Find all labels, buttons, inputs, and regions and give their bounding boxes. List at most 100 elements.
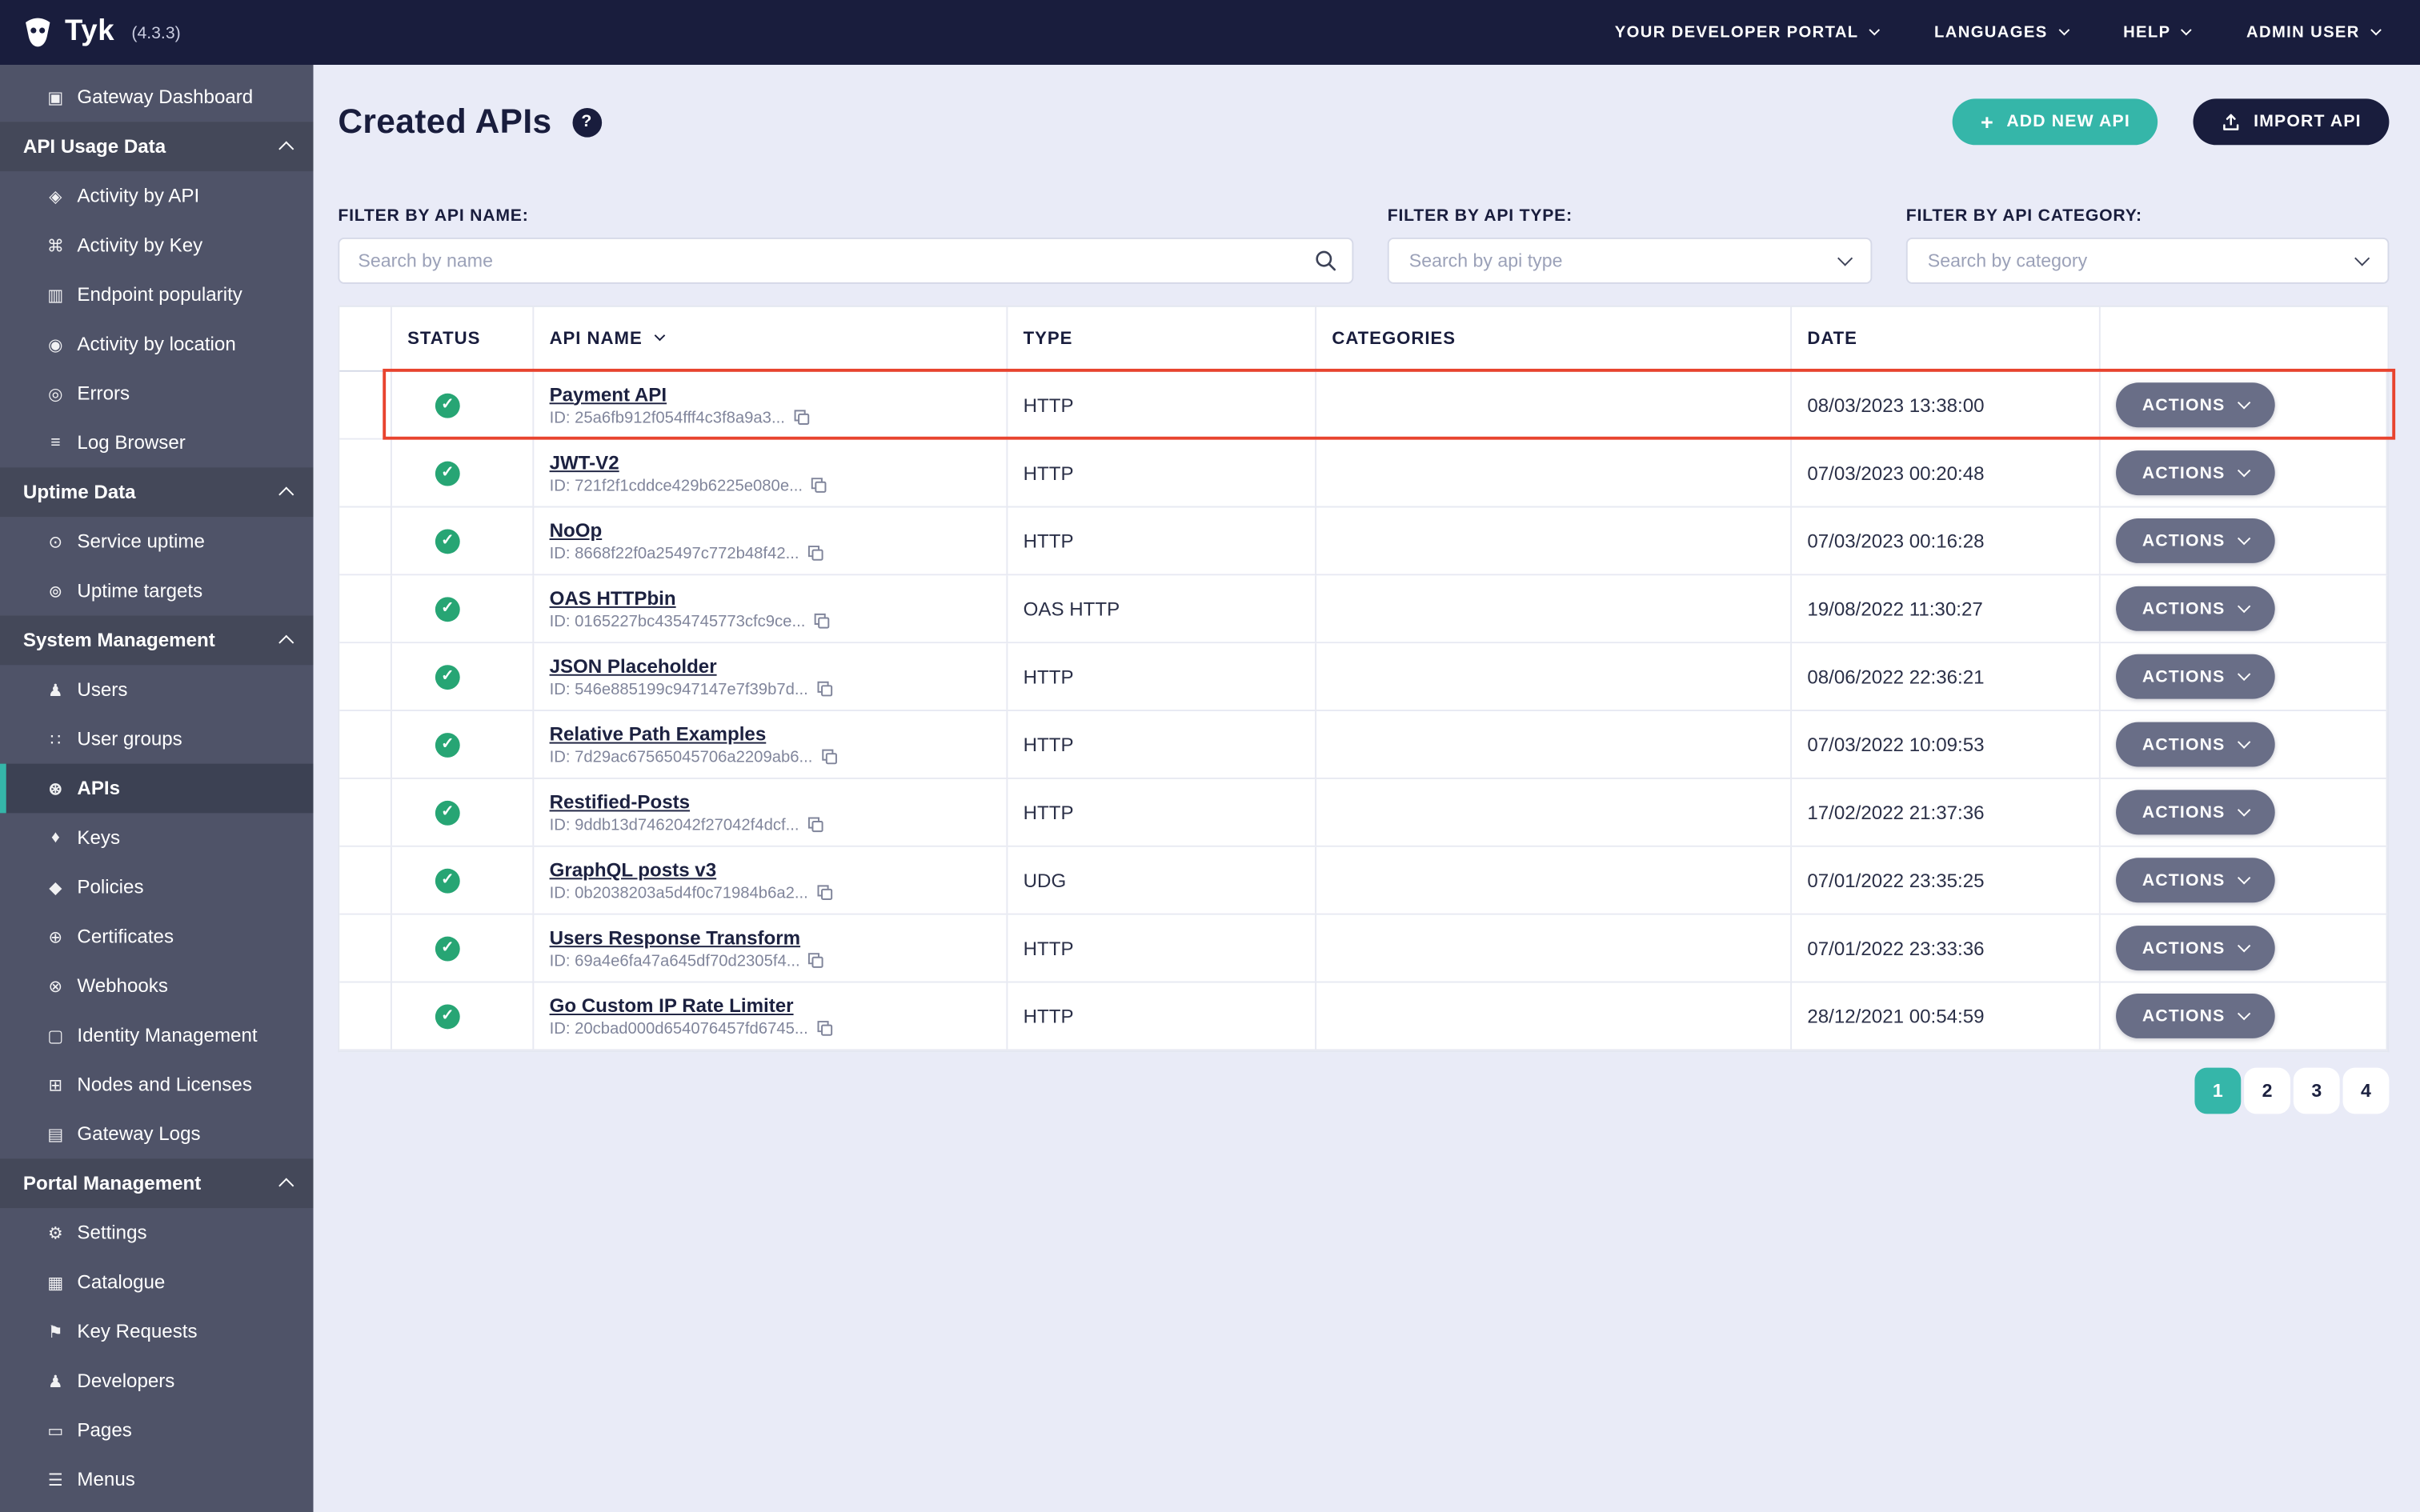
sidebar-item-gateway-logs[interactable]: ▤ Gateway Logs (0, 1110, 313, 1159)
nav-your-developer-portal[interactable]: YOUR DEVELOPER PORTAL (1615, 23, 1881, 42)
sidebar-section-system-management[interactable]: System Management (0, 615, 314, 666)
api-name-link[interactable]: OAS HTTPbin (549, 586, 676, 609)
sidebar-item-user-groups[interactable]: ∷ User groups (0, 714, 313, 764)
sidebar-item-users[interactable]: ♟ Users (0, 665, 313, 714)
api-type-select[interactable]: Search by api type (1387, 238, 1873, 284)
sidebar-item-menus[interactable]: ☰ Menus (0, 1455, 313, 1505)
copy-icon[interactable] (807, 952, 824, 969)
target-icon: ◎ (48, 385, 63, 404)
sidebar-item-service-uptime[interactable]: ⊙ Service uptime (0, 517, 313, 566)
sidebar-item-activity-by-location[interactable]: ◉ Activity by location (0, 319, 313, 369)
api-name-link[interactable]: Restified-Posts (549, 790, 691, 813)
sidebar-item-nodes-and-licenses[interactable]: ⊞ Nodes and Licenses (0, 1060, 313, 1110)
sidebar-item-label: Menus (77, 1468, 135, 1490)
sidebar-section-uptime-data[interactable]: Uptime Data (0, 467, 314, 518)
page-button-2[interactable]: 2 (2244, 1067, 2290, 1114)
sidebar-item-label: Nodes and Licenses (77, 1074, 252, 1096)
copy-icon[interactable] (815, 1020, 832, 1037)
search-by-name-input[interactable] (338, 238, 1354, 284)
copy-icon[interactable] (813, 613, 830, 630)
sidebar-item-webhooks[interactable]: ⊗ Webhooks (0, 962, 313, 1011)
api-category-select[interactable]: Search by category (1905, 238, 2390, 284)
sidebar-item-label: Portal Management (22, 1172, 202, 1194)
sidebar-item-pages[interactable]: ▭ Pages (0, 1406, 313, 1455)
sidebar-item-identity-management[interactable]: ▢ Identity Management (0, 1010, 313, 1060)
col-categories: CATEGORIES (1316, 306, 1793, 370)
copy-icon[interactable] (792, 409, 809, 426)
actions-button[interactable]: ACTIONS (2116, 382, 2275, 428)
row-actions-cell: ACTIONS (2101, 914, 2388, 982)
page-button-4[interactable]: 4 (2342, 1067, 2390, 1114)
row-spacer-cell (339, 982, 392, 1050)
actions-button[interactable]: ACTIONS (2116, 858, 2275, 903)
status-active-icon: ✓ (435, 392, 460, 418)
sidebar-section-api-usage-data[interactable]: API Usage Data (0, 122, 314, 172)
sidebar-item-keys[interactable]: ♦ Keys (0, 813, 313, 862)
api-id-text: ID: 8668f22f0a25497c772b48f42... (549, 543, 799, 562)
actions-button[interactable]: ACTIONS (2116, 518, 2275, 563)
sidebar-item-policies[interactable]: ◆ Policies (0, 862, 313, 912)
api-date-cell: 17/02/2022 21:37:36 (1792, 778, 2101, 846)
actions-button[interactable]: ACTIONS (2116, 722, 2275, 767)
col-api-name[interactable]: API NAME (534, 306, 1008, 370)
tyk-logo[interactable]: Tyk (4.3.3) (22, 15, 181, 49)
nav-languages[interactable]: LANGUAGES (1934, 23, 2069, 42)
api-name-link[interactable]: Users Response Transform (549, 926, 801, 949)
nodes-icon: ⊞ (48, 1076, 63, 1095)
key-icon: ⌘ (46, 237, 65, 256)
copy-icon[interactable] (811, 477, 827, 494)
sidebar-item-activity-by-api[interactable]: ◈ Activity by API (0, 171, 313, 221)
sidebar-section-portal-management[interactable]: Portal Management (0, 1158, 314, 1209)
copy-icon[interactable] (820, 748, 837, 765)
api-name-link[interactable]: Payment API (549, 383, 667, 406)
api-name-link[interactable]: GraphQL posts v3 (549, 858, 717, 881)
sidebar-item-key-requests[interactable]: ⚑ Key Requests (0, 1306, 313, 1356)
chevron-down-icon (2237, 463, 2250, 477)
status-active-icon: ✓ (435, 732, 460, 757)
sidebar-item-apis[interactable]: ⊛ APIs (0, 763, 314, 814)
sidebar-item-activity-by-key[interactable]: ⌘ Activity by Key (0, 221, 313, 270)
api-name-link[interactable]: NoOp (549, 518, 603, 541)
nav-help[interactable]: HELP (2123, 23, 2193, 42)
sidebar-item-gateway-dashboard[interactable]: ▣ Gateway Dashboard (0, 73, 313, 122)
sidebar-item-developers[interactable]: ♟ Developers (0, 1356, 313, 1406)
api-categories-cell (1316, 371, 1793, 438)
api-id-text: ID: 721f2f1cddce429b6225e080e... (549, 475, 803, 495)
actions-button[interactable]: ACTIONS (2116, 926, 2275, 971)
actions-button[interactable]: ACTIONS (2116, 994, 2275, 1038)
page-button-3[interactable]: 3 (2293, 1067, 2340, 1114)
copy-icon[interactable] (807, 816, 823, 833)
api-row-restified-posts: ✓ Restified-Posts ID: 9ddb13d7462042f270… (339, 778, 2388, 847)
copy-icon[interactable] (815, 884, 832, 901)
actions-button[interactable]: ACTIONS (2116, 654, 2275, 699)
row-status-cell: ✓ (392, 371, 535, 438)
sidebar-item-endpoint-popularity[interactable]: ▥ Endpoint popularity (0, 270, 313, 320)
import-api-button[interactable]: IMPORT API (2193, 98, 2390, 146)
row-name-cell: Users Response Transform ID: 69a4e6fa47a… (534, 914, 1008, 982)
api-name-link[interactable]: Go Custom IP Rate Limiter (549, 994, 794, 1016)
row-actions-cell: ACTIONS (2101, 439, 2388, 506)
sidebar-item-log-browser[interactable]: ≡ Log Browser (0, 418, 313, 468)
sidebar-item-label: Uptime Data (22, 481, 136, 503)
copy-icon[interactable] (807, 545, 823, 562)
sidebar-item-settings[interactable]: ⚙ Settings (0, 1208, 313, 1258)
key-requests-icon: ⚑ (47, 1322, 63, 1342)
api-name-link[interactable]: Relative Path Examples (549, 722, 767, 745)
actions-button[interactable]: ACTIONS (2116, 586, 2275, 631)
nav-admin-user[interactable]: ADMIN USER (2246, 23, 2382, 42)
sidebar-item-catalogue[interactable]: ▦ Catalogue (0, 1258, 313, 1307)
sidebar-item-label: Key Requests (77, 1320, 198, 1342)
sidebar-item-certificates[interactable]: ⊕ Certificates (0, 912, 313, 962)
actions-button[interactable]: ACTIONS (2116, 450, 2275, 496)
copy-icon[interactable] (815, 680, 832, 697)
add-new-api-button[interactable]: + ADD NEW API (1953, 98, 2158, 146)
sidebar-item-uptime-targets[interactable]: ⊚ Uptime targets (0, 566, 313, 616)
row-actions-cell: ACTIONS (2101, 371, 2388, 438)
page-button-1[interactable]: 1 (2194, 1067, 2242, 1114)
help-icon[interactable]: ? (571, 107, 602, 137)
api-name-link[interactable]: JSON Placeholder (549, 654, 717, 677)
col-actions (2101, 307, 2388, 370)
actions-button[interactable]: ACTIONS (2116, 790, 2275, 835)
sidebar-item-errors[interactable]: ◎ Errors (0, 369, 313, 418)
api-name-link[interactable]: JWT-V2 (549, 451, 619, 474)
